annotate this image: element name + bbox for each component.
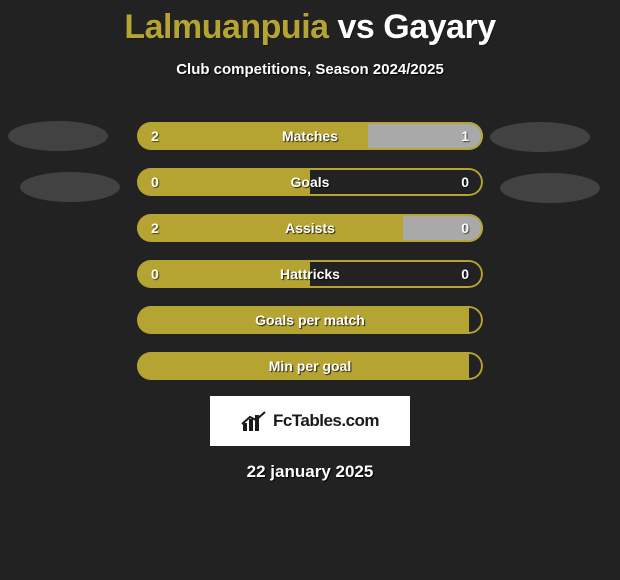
stat-value-left: 0 xyxy=(137,168,310,196)
fctables-logo: FcTables.com xyxy=(210,396,410,446)
player2-name: Gayary xyxy=(383,8,495,46)
stat-value-left xyxy=(137,352,469,380)
stat-value-right: 0 xyxy=(310,260,483,288)
stat-value-right: 0 xyxy=(403,214,483,242)
logo-text: FcTables.com xyxy=(273,411,379,431)
stat-value-left: 2 xyxy=(137,214,403,242)
stat-value-right xyxy=(469,352,483,380)
stat-value-right: 0 xyxy=(310,168,483,196)
stat-bar-track xyxy=(137,352,483,380)
date: 22 january 2025 xyxy=(0,462,620,482)
stat-value-right xyxy=(469,306,483,334)
stat-bar-track: 00 xyxy=(137,260,483,288)
stat-row: 21Matches xyxy=(20,120,600,152)
chart-icon xyxy=(241,411,267,431)
stat-bar-track xyxy=(137,306,483,334)
stat-bar-track: 21 xyxy=(137,122,483,150)
stat-value-left: 0 xyxy=(137,260,310,288)
stat-value-left xyxy=(137,306,469,334)
stat-bar-track: 20 xyxy=(137,214,483,242)
stat-row: 00Goals xyxy=(20,166,600,198)
comparison-title: Lalmuanpuia vs Gayary xyxy=(0,0,620,47)
player1-name: Lalmuanpuia xyxy=(124,8,328,46)
stat-value-right: 1 xyxy=(368,122,483,150)
stat-row: 00Hattricks xyxy=(20,258,600,290)
vs-text: vs xyxy=(338,8,375,46)
stat-row: Min per goal xyxy=(20,350,600,382)
stat-row: 20Assists xyxy=(20,212,600,244)
subtitle: Club competitions, Season 2024/2025 xyxy=(0,61,620,78)
stat-row: Goals per match xyxy=(20,304,600,336)
stats-chart: 21Matches 00Goals 20Assists 00Hattricks Goal… xyxy=(0,120,620,382)
stat-value-left: 2 xyxy=(137,122,368,150)
stat-bar-track: 00 xyxy=(137,168,483,196)
